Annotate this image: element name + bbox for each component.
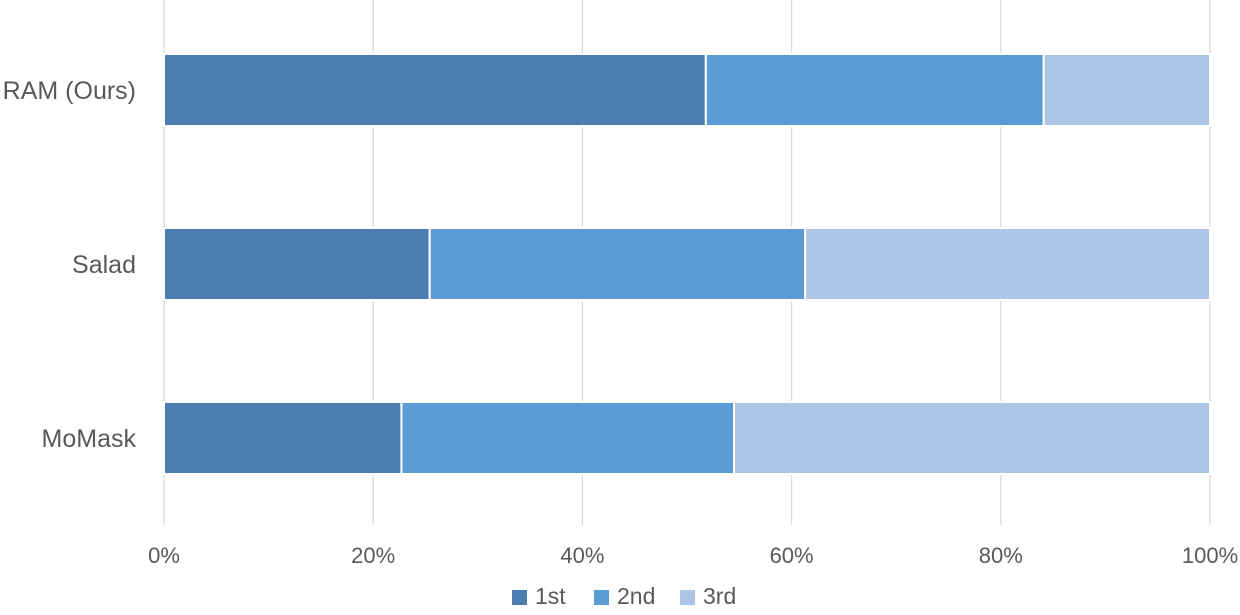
x-tick-label-40: 40% bbox=[560, 543, 604, 568]
bars bbox=[163, 53, 1212, 475]
legend-swatch-2nd bbox=[594, 590, 609, 605]
bar-momask-2nd bbox=[400, 401, 736, 475]
category-label-salad: Salad bbox=[72, 251, 136, 279]
legend-label-1st: 1st bbox=[535, 583, 566, 609]
bar-ram-ours-2nd bbox=[704, 53, 1045, 127]
legend-label-3rd: 3rd bbox=[703, 583, 736, 609]
bar-momask-1st bbox=[163, 401, 403, 475]
legend-label-2nd: 2nd bbox=[617, 583, 655, 609]
x-tick-labels: 0% 20% 40% 60% 80% 100% bbox=[148, 543, 1238, 568]
bar-salad-2nd bbox=[428, 227, 807, 301]
bar-momask-3rd bbox=[733, 401, 1211, 475]
bar-ram-ours-1st bbox=[163, 53, 707, 127]
x-tick-label-100: 100% bbox=[1182, 543, 1238, 568]
legend-swatch-1st bbox=[512, 590, 527, 605]
legend: 1st 2nd 3rd bbox=[512, 583, 736, 609]
x-tick-label-20: 20% bbox=[351, 543, 395, 568]
x-tick-label-0: 0% bbox=[148, 543, 180, 568]
legend-swatch-3rd bbox=[680, 590, 695, 605]
bar-salad-1st bbox=[163, 227, 431, 301]
category-labels: RAM (Ours) Salad MoMask bbox=[3, 77, 137, 453]
x-tick-label-60: 60% bbox=[770, 543, 814, 568]
bar-salad-3rd bbox=[804, 227, 1211, 301]
bar-ram-ours-3rd bbox=[1042, 53, 1212, 127]
category-label-ram-ours: RAM (Ours) bbox=[3, 77, 136, 105]
category-label-momask: MoMask bbox=[42, 425, 137, 453]
x-tick-label-80: 80% bbox=[979, 543, 1023, 568]
